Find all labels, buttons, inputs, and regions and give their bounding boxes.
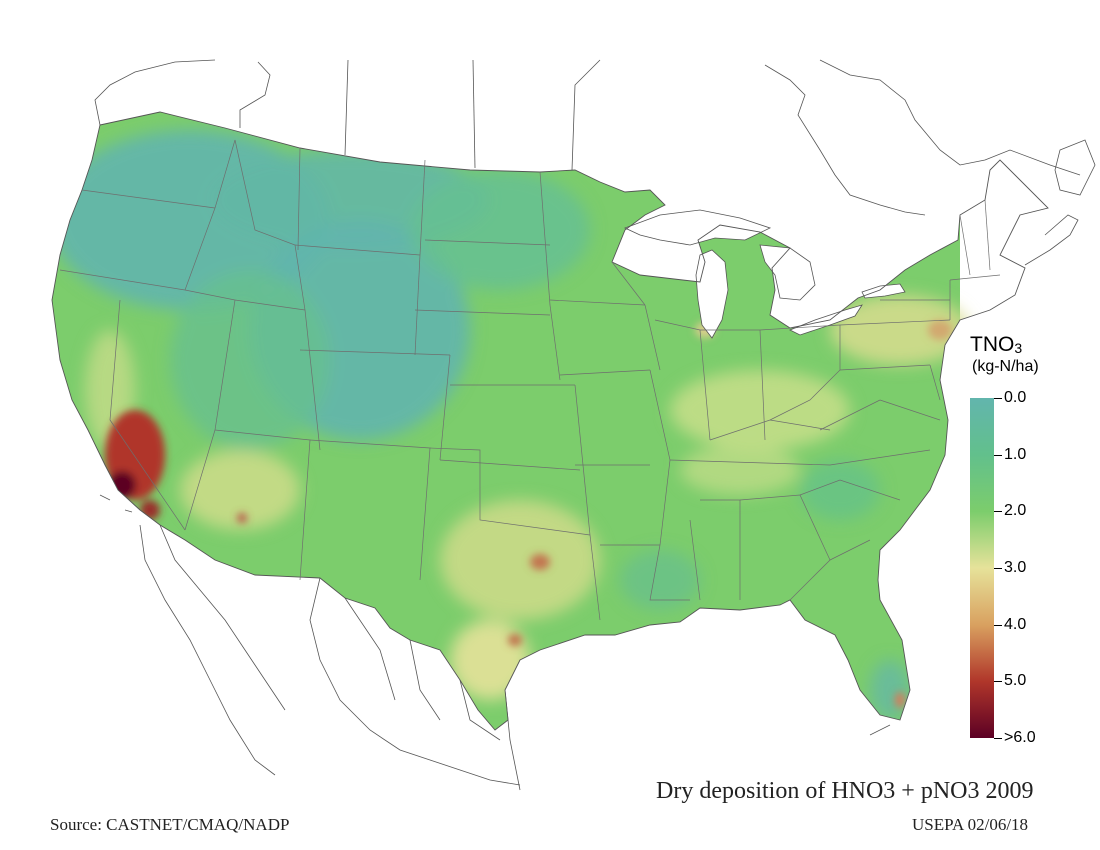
nova-scotia — [1024, 214, 1079, 266]
us-outline — [51, 111, 1049, 731]
legend-variable-subscript: 3 — [1014, 340, 1023, 356]
canada-province-line-1 — [239, 61, 271, 128]
lake-superior — [623, 209, 772, 246]
zone-houston — [508, 634, 522, 646]
legend-tick-label: 1.0 — [1004, 445, 1027, 463]
zone-dallas — [530, 554, 550, 570]
agency-date: USEPA 02/06/18 — [912, 815, 1029, 834]
zone-northeast-corridor — [830, 295, 970, 365]
zone-mississippi-delta — [620, 550, 700, 610]
legend-tick — [994, 681, 1002, 683]
hudson-bay-shore — [764, 64, 926, 216]
zone-arizona — [180, 450, 300, 530]
neighbor-borders — [94, 59, 1096, 791]
map-title: Dry deposition of HNO3 + pNO3 2009 — [656, 778, 1034, 804]
legend-tick-label: 2.0 — [1004, 502, 1027, 520]
mexico-mainland — [309, 577, 521, 786]
mexico-baja — [159, 524, 286, 711]
canada-coast-west — [94, 59, 216, 126]
labrador-coast — [819, 59, 1081, 176]
legend-colorbar — [970, 398, 994, 738]
legend-tick-label: 5.0 — [1004, 672, 1027, 690]
legend-variable: TNO — [970, 333, 1015, 356]
zone-appalachian-teal — [800, 460, 880, 520]
lake-erie — [789, 304, 863, 336]
lake-michigan — [695, 249, 729, 339]
canada-province-line-4 — [571, 59, 601, 171]
zone-florida-teal — [870, 660, 910, 720]
lake-huron — [759, 244, 816, 301]
lake-ontario — [861, 283, 906, 299]
legend-tick — [994, 568, 1002, 569]
legend-units: (kg-N/ha) — [972, 358, 1039, 375]
source-credit: Source: CASTNET/CMAQ/NADP — [50, 815, 290, 834]
zone-texas-central — [440, 500, 600, 620]
legend-tick-label: >6.0 — [1004, 729, 1036, 746]
legend-tick-label: 0.0 — [1004, 389, 1027, 406]
mexico-border-line — [139, 524, 276, 776]
legend-tick — [994, 511, 1002, 513]
legend-tick-label: 4.0 — [1004, 615, 1027, 633]
zone-ohio-valley — [670, 370, 850, 450]
zone-tennessee — [680, 445, 800, 495]
great-lakes — [623, 209, 906, 339]
legend-tick — [994, 738, 1002, 739]
zone-northern-plains — [410, 170, 590, 290]
zone-florida-south — [895, 692, 905, 708]
legend-tick-label: 3.0 — [1004, 559, 1027, 576]
zone-great-basin — [170, 270, 330, 450]
legend-title: TNO3 — [970, 333, 1022, 357]
mexico-state-lines — [344, 597, 501, 741]
zone-nyc — [928, 320, 952, 340]
newfoundland — [1054, 139, 1096, 196]
legend-tick — [994, 624, 1002, 626]
canada-province-line-3 — [472, 59, 476, 169]
canada-province-line-2 — [344, 59, 349, 156]
islands — [99, 494, 891, 736]
state-borders — [51, 111, 1049, 731]
colorbar-fill — [970, 398, 994, 738]
zone-la-basin-max — [108, 471, 136, 499]
gulf-coast-mexico — [504, 689, 521, 791]
zone-phoenix — [237, 513, 247, 523]
legend-tick — [994, 398, 1002, 399]
legend-tick — [994, 454, 1002, 456]
us-deposition-surface — [52, 112, 970, 730]
